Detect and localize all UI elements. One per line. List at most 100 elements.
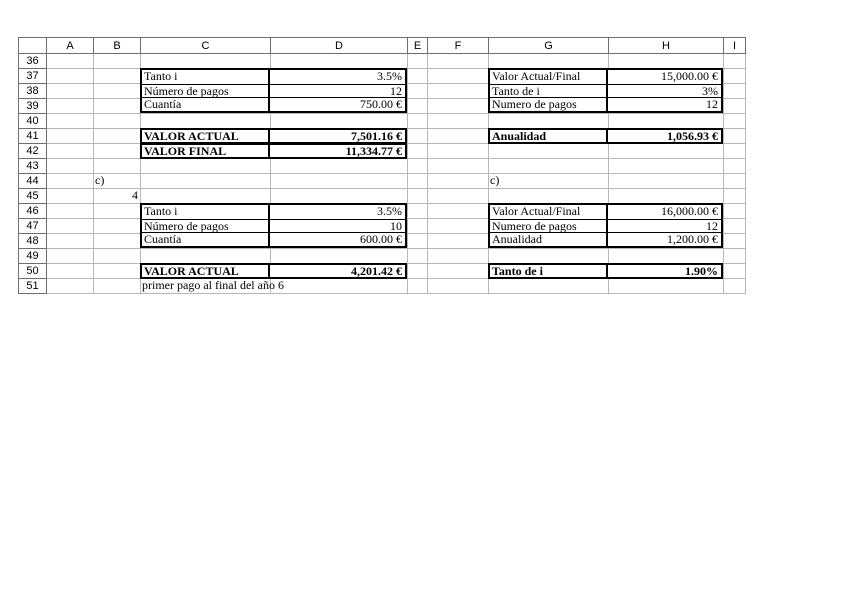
cell-A43[interactable] <box>47 159 94 174</box>
cell-D42[interactable]: 11,334.77 € <box>345 145 402 157</box>
cell-E37[interactable] <box>408 69 428 84</box>
cell-A44[interactable] <box>47 174 94 189</box>
cell-I38[interactable] <box>724 84 746 99</box>
cell-C50[interactable]: VALOR ACTUAL <box>142 265 270 277</box>
cell-B48[interactable] <box>94 234 141 249</box>
cell-B44[interactable]: c) <box>95 173 105 187</box>
row-header-37[interactable]: 37 <box>19 69 47 84</box>
cell-H40[interactable] <box>609 114 724 129</box>
cell-F47[interactable] <box>428 219 489 234</box>
column-header-H[interactable]: H <box>609 38 724 54</box>
row-header-36[interactable]: 36 <box>19 54 47 69</box>
cell-A40[interactable] <box>47 114 94 129</box>
cell-E50[interactable] <box>408 264 428 279</box>
cell-A38[interactable] <box>47 84 94 99</box>
cell-C51[interactable] <box>141 279 271 294</box>
cell-G42[interactable] <box>489 144 609 159</box>
row-header-39[interactable]: 39 <box>19 99 47 114</box>
cell-C39[interactable]: Cuantía <box>142 98 270 111</box>
cell-C48[interactable]: Cuantía <box>142 233 270 246</box>
cell-C46[interactable]: Tanto i <box>142 205 270 219</box>
cell-F43[interactable] <box>428 159 489 174</box>
cell-B38[interactable] <box>94 84 141 99</box>
cell-E42[interactable] <box>408 144 428 159</box>
cell-I51[interactable] <box>724 279 746 294</box>
cell-B40[interactable] <box>94 114 141 129</box>
cell-C47[interactable]: Número de pagos <box>142 219 270 233</box>
cell-A46[interactable] <box>47 204 94 219</box>
cell-E41[interactable] <box>408 129 428 144</box>
cell-B50[interactable] <box>94 264 141 279</box>
cell-A36[interactable] <box>47 54 94 69</box>
cell-B49[interactable] <box>94 249 141 264</box>
cell-F42[interactable] <box>428 144 489 159</box>
cell-C44[interactable] <box>141 174 271 189</box>
column-header-F[interactable]: F <box>428 38 489 54</box>
cell-H49[interactable] <box>609 249 724 264</box>
cell-H38[interactable]: 3% <box>702 84 718 98</box>
cell-I47[interactable] <box>724 219 746 234</box>
cell-B47[interactable] <box>94 219 141 234</box>
cell-I45[interactable] <box>724 189 746 204</box>
cell-D43[interactable] <box>271 159 408 174</box>
cell-G39[interactable]: Numero de pagos <box>490 98 608 111</box>
cell-D38[interactable]: 12 <box>390 84 402 98</box>
row-header-45[interactable]: 45 <box>19 189 47 204</box>
cell-C40[interactable] <box>141 114 271 129</box>
cell-F40[interactable] <box>428 114 489 129</box>
cell-D40[interactable] <box>271 114 408 129</box>
cell-I44[interactable] <box>724 174 746 189</box>
row-header-47[interactable]: 47 <box>19 219 47 234</box>
cell-F45[interactable] <box>428 189 489 204</box>
select-all-corner[interactable] <box>19 38 47 54</box>
cell-H45[interactable] <box>609 189 724 204</box>
cell-B36[interactable] <box>94 54 141 69</box>
cell-F46[interactable] <box>428 204 489 219</box>
cell-F39[interactable] <box>428 99 489 114</box>
cell-C49[interactable] <box>141 249 271 264</box>
cell-E47[interactable] <box>408 219 428 234</box>
cell-I41[interactable] <box>724 129 746 144</box>
cell-C38[interactable]: Número de pagos <box>142 84 270 98</box>
cell-E48[interactable] <box>408 234 428 249</box>
cell-I46[interactable] <box>724 204 746 219</box>
cell-B43[interactable] <box>94 159 141 174</box>
cell-B39[interactable] <box>94 99 141 114</box>
cell-H39[interactable]: 12 <box>706 98 718 111</box>
cell-A51[interactable] <box>47 279 94 294</box>
cell-D44[interactable] <box>271 174 408 189</box>
column-header-E[interactable]: E <box>408 38 428 54</box>
row-header-38[interactable]: 38 <box>19 84 47 99</box>
cell-H37[interactable]: 15,000.00 € <box>661 70 718 84</box>
row-header-46[interactable]: 46 <box>19 204 47 219</box>
cell-H44[interactable] <box>609 174 724 189</box>
cell-E45[interactable] <box>408 189 428 204</box>
cell-G38[interactable]: Tanto de i <box>490 84 608 98</box>
cell-G45[interactable] <box>489 189 609 204</box>
cell-C36[interactable] <box>141 54 271 69</box>
cell-H50[interactable]: 1.90% <box>685 265 718 277</box>
cell-G44[interactable] <box>489 174 609 189</box>
cell-I43[interactable] <box>724 159 746 174</box>
cell-D49[interactable] <box>271 249 408 264</box>
cell-I50[interactable] <box>724 264 746 279</box>
cell-H41[interactable]: 1,056.93 € <box>667 130 718 142</box>
cell-I42[interactable] <box>724 144 746 159</box>
cell-B37[interactable] <box>94 69 141 84</box>
cell-A47[interactable] <box>47 219 94 234</box>
cell-I49[interactable] <box>724 249 746 264</box>
cell-A39[interactable] <box>47 99 94 114</box>
cell-F49[interactable] <box>428 249 489 264</box>
cell-B45[interactable] <box>94 189 141 204</box>
cell-E43[interactable] <box>408 159 428 174</box>
cell-C51-note[interactable]: primer pago al final del año 6 <box>142 278 284 292</box>
cell-A37[interactable] <box>47 69 94 84</box>
cell-C42[interactable]: VALOR FINAL <box>142 145 270 157</box>
cell-H43[interactable] <box>609 159 724 174</box>
cell-F44[interactable] <box>428 174 489 189</box>
cell-D39[interactable]: 750.00 € <box>360 98 402 111</box>
cell-A50[interactable] <box>47 264 94 279</box>
cell-F36[interactable] <box>428 54 489 69</box>
row-header-51[interactable]: 51 <box>19 279 47 294</box>
cell-G37[interactable]: Valor Actual/Final <box>490 70 608 84</box>
